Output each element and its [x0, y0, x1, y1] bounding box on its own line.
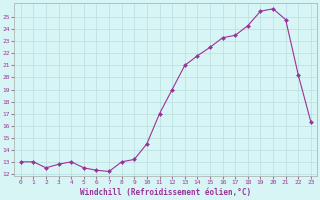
X-axis label: Windchill (Refroidissement éolien,°C): Windchill (Refroidissement éolien,°C)	[80, 188, 252, 197]
